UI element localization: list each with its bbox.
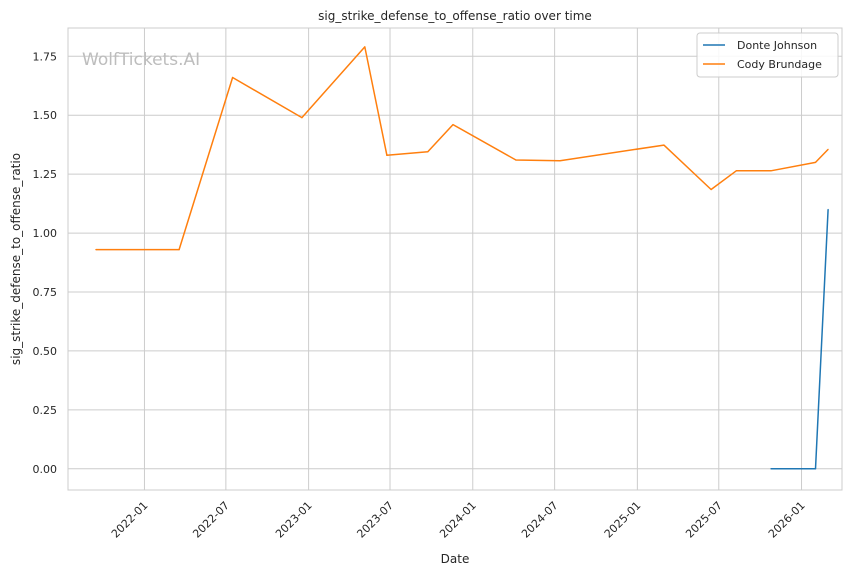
data-point — [364, 46, 366, 48]
data-point — [770, 468, 772, 470]
y-axis-title: sig_strike_defense_to_offense_ratio — [9, 153, 23, 365]
data-point — [827, 148, 829, 150]
y-tick-label: 1.00 — [33, 227, 58, 240]
data-point — [427, 151, 429, 153]
series-line-1 — [95, 46, 829, 251]
data-point — [827, 208, 829, 211]
watermark: WolfTickets.AI — [82, 50, 200, 70]
y-tick-label: 1.25 — [33, 168, 58, 181]
data-point — [515, 159, 517, 161]
legend-box — [696, 32, 839, 78]
legend-label: Cody Brundage — [737, 58, 822, 71]
y-tick-label: 0.00 — [33, 463, 58, 476]
series-layer — [95, 46, 829, 470]
data-point — [178, 249, 180, 251]
y-tick-label: 0.75 — [33, 286, 58, 299]
data-point — [814, 468, 817, 470]
legend-label: Donte Johnson — [737, 39, 817, 52]
data-point — [735, 170, 737, 172]
y-tick-label: 1.50 — [33, 109, 58, 122]
data-point — [301, 117, 303, 119]
data-point — [95, 249, 97, 251]
data-point — [232, 76, 234, 79]
y-tick-label: 0.50 — [33, 345, 58, 358]
plot-frame — [67, 27, 843, 491]
data-point — [663, 144, 665, 146]
data-point — [770, 170, 772, 172]
data-point — [452, 124, 454, 126]
grid-lines — [68, 28, 842, 490]
legend: Donte Johnson Cody Brundage — [696, 32, 839, 78]
data-point — [386, 154, 388, 156]
data-point — [559, 160, 561, 162]
x-axis-title: Date — [441, 552, 470, 566]
y-tick-label: 1.75 — [33, 50, 58, 63]
data-point — [710, 188, 712, 191]
plot-area — [68, 28, 842, 490]
y-tick-label: 0.25 — [33, 404, 58, 417]
y-tick-labels: 0.00 0.25 0.50 0.75 1.00 1.25 1.50 1.75 — [33, 50, 58, 476]
data-point — [814, 161, 817, 163]
chart-title: sig_strike_defense_to_offense_ratio over… — [318, 9, 592, 23]
